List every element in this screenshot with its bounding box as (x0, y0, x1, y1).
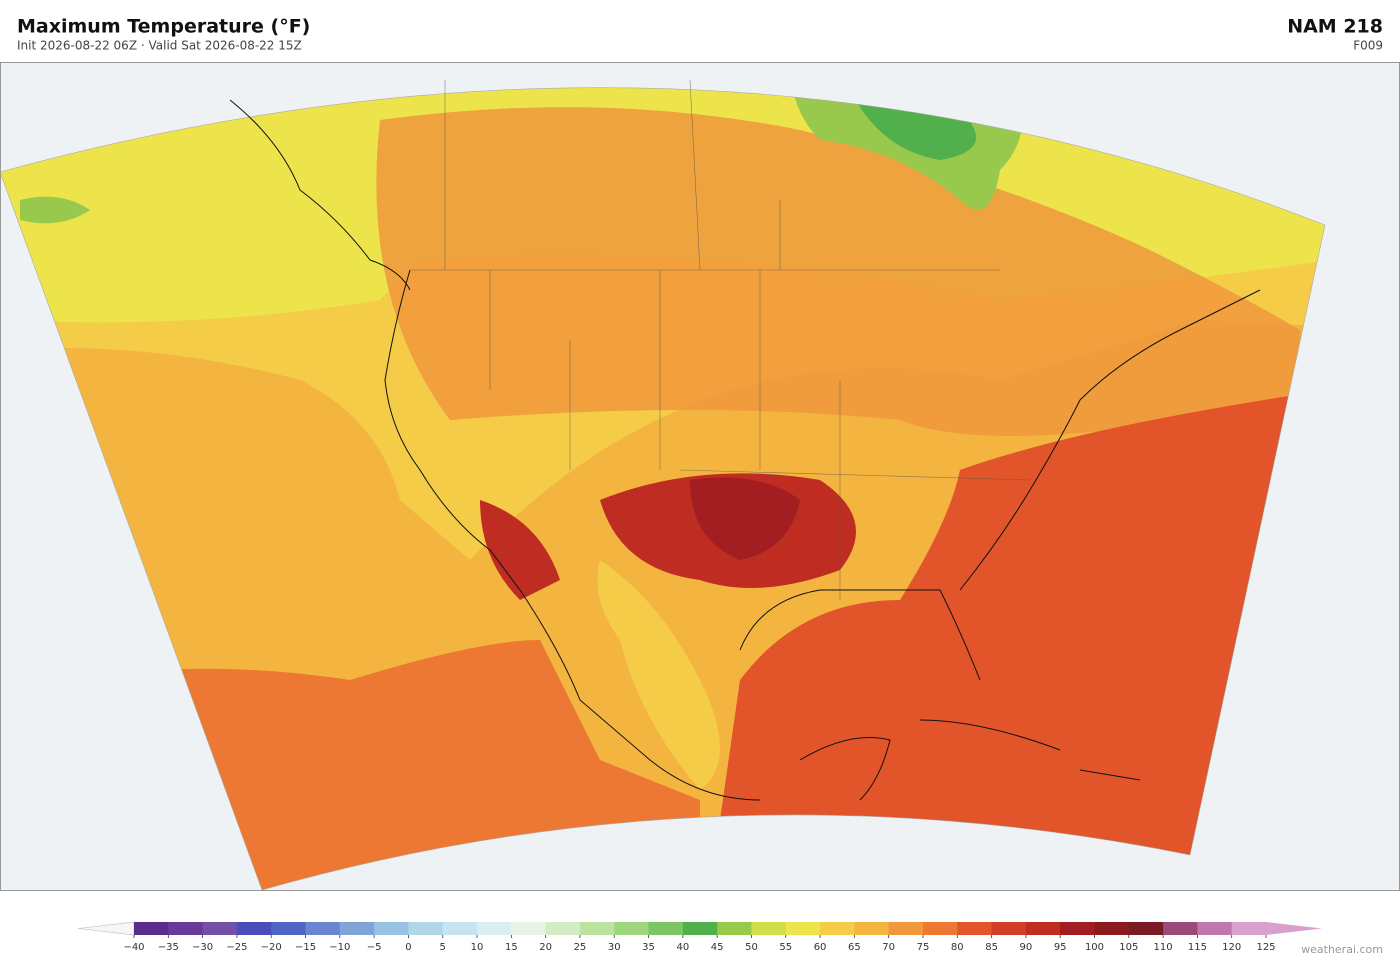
model-name: NAM 218 (1287, 16, 1383, 38)
colorbar-tick-label: −5 (367, 942, 382, 953)
colorbar-segment (1197, 922, 1233, 935)
colorbar-tick-label: 30 (608, 942, 621, 953)
title: Maximum Temperature (°F) (17, 16, 310, 38)
colorbar-under (77, 921, 135, 936)
colorbar-segment (1231, 922, 1267, 935)
colorbar-tick-label: 110 (1154, 942, 1173, 953)
subtitle: Init 2026-08-22 06Z · Valid Sat 2026-08-… (17, 39, 302, 53)
colorbar-segment (408, 922, 444, 935)
colorbar-segment (236, 922, 272, 935)
colorbar-tick-label: −35 (158, 942, 179, 953)
colorbar-segment (271, 922, 307, 935)
colorbar-segment (1025, 922, 1061, 935)
colorbar-tick-label: 75 (917, 942, 930, 953)
colorbar-segment (477, 922, 512, 935)
colorbar-segment (717, 922, 752, 935)
colorbar-tick-label: −25 (226, 942, 247, 953)
colorbar-over (1266, 922, 1322, 935)
colorbar-tick-label: −40 (123, 942, 144, 953)
colorbar-tick-label: 40 (676, 942, 689, 953)
colorbar-tick-label: 25 (574, 942, 587, 953)
map (0, 62, 1400, 891)
colorbar-segment (1128, 922, 1164, 935)
colorbar-segment (545, 922, 581, 935)
colorbar-tick-label: 35 (642, 942, 655, 953)
colorbar: −40 −35 −30 −25 −20 −15 −10 −5 0 5 10 15 20 25 30 35 40 4… (77, 921, 1322, 953)
colorbar-segment (614, 922, 650, 935)
colorbar-segment (785, 922, 821, 935)
colorbar-segment (751, 922, 787, 935)
colorbar-segment (1094, 922, 1130, 935)
colorbar-tick-label: −20 (261, 942, 282, 953)
colorbar-segment (854, 922, 890, 935)
colorbar-tick-label: 85 (985, 942, 998, 953)
colorbar-segment (168, 922, 204, 935)
colorbar-tick-label: 0 (405, 942, 411, 953)
borders (410, 79, 1031, 600)
colorbar-segment (579, 922, 615, 935)
colorbar-tick-label: 120 (1222, 942, 1241, 953)
colorbar-tick-label: 105 (1119, 942, 1138, 953)
colorbar-segment (682, 922, 718, 935)
colorbar-segment (991, 922, 1027, 935)
colorbar-segment (202, 922, 238, 935)
colorbar-tick-label: 125 (1256, 942, 1275, 953)
colorbar-tick-label: −30 (192, 942, 213, 953)
colorbar-tick-label: −10 (329, 942, 350, 953)
colorbar-segment (374, 922, 409, 935)
credit: weatherai.com (1301, 943, 1383, 956)
colorbar-tick-label: 90 (1020, 942, 1033, 953)
forecast-hour: F009 (1353, 39, 1383, 53)
colorbar-tick-label: −15 (295, 942, 316, 953)
colorbar-segment (442, 922, 478, 935)
colorbar-tick-label: 55 (779, 942, 792, 953)
colorbar-segment (1060, 922, 1095, 935)
colorbar-tick-label: 115 (1188, 942, 1207, 953)
colorbar-tick-label: 70 (882, 942, 895, 953)
colorbar-tick-label: 20 (539, 942, 552, 953)
colorbar-segment (511, 922, 547, 935)
colorbar-tick-label: 80 (951, 942, 964, 953)
colorbar-segment (339, 922, 375, 935)
colorbar-tick-label: 15 (505, 942, 518, 953)
colorbar-segment (1163, 922, 1198, 935)
colorbar-segment (957, 922, 993, 935)
colorbar-segment (134, 922, 169, 935)
coastlines (229, 99, 1261, 801)
colorbar-segment (888, 922, 924, 935)
colorbar-tick-label: 45 (711, 942, 724, 953)
colorbar-tick-label: 60 (814, 942, 827, 953)
colorbar-segment (922, 922, 958, 935)
colorbar-tick-label: 10 (471, 942, 484, 953)
colorbar-tick-label: 100 (1085, 942, 1104, 953)
colorbar-tick-label: 65 (848, 942, 861, 953)
colorbar-tick-label: 50 (745, 942, 758, 953)
colorbar-tick-label: 95 (1054, 942, 1067, 953)
colorbar-segment (820, 922, 855, 935)
colorbar-tick-label: 5 (440, 942, 446, 953)
colorbar-segment (305, 922, 341, 935)
colorbar-segment (648, 922, 684, 935)
